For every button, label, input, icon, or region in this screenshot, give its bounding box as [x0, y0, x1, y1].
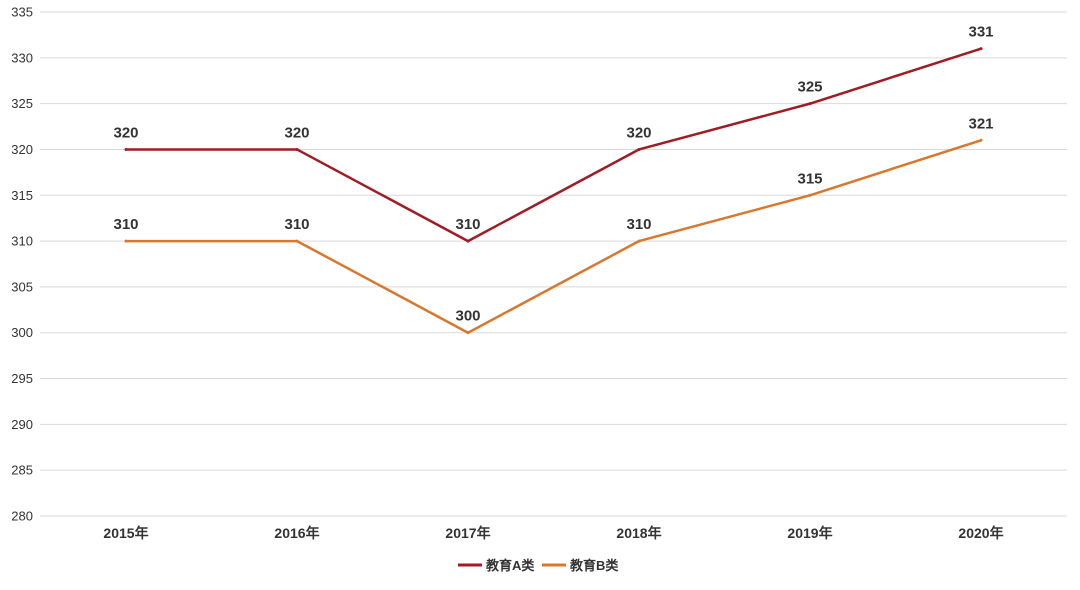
data-label: 315: [797, 170, 822, 187]
series-line-1: [126, 47, 982, 243]
data-label: 320: [113, 124, 138, 141]
data-label: 331: [968, 24, 993, 41]
data-point: [295, 239, 299, 243]
data-label: 310: [455, 216, 480, 233]
y-tick-label: 310: [11, 234, 33, 249]
y-tick-label: 330: [11, 50, 33, 65]
data-label: 321: [968, 115, 993, 132]
y-tick-label: 335: [11, 5, 33, 20]
y-tick-label: 295: [11, 371, 33, 386]
legend-item-1[interactable]: 教育A类: [458, 558, 535, 573]
data-point: [124, 239, 128, 243]
y-tick-label: 290: [11, 417, 33, 432]
y-axis: 280 285 290 295 300 305 310 315 320 325 330 335: [11, 5, 33, 524]
x-tick-label: 2018年: [616, 525, 661, 541]
y-tick-label: 280: [11, 509, 33, 524]
series-lines: [124, 47, 983, 335]
legend-item-2[interactable]: 教育B类: [542, 558, 619, 573]
x-tick-label: 2017年: [445, 525, 490, 541]
x-tick-label: 2016年: [274, 525, 319, 541]
y-tick-label: 320: [11, 142, 33, 157]
y-tick-label: 300: [11, 325, 33, 340]
data-label: 310: [626, 216, 651, 233]
y-tick-label: 285: [11, 463, 33, 478]
x-axis: 2015年 2016年 2017年 2018年 2019年 2020年: [103, 525, 1003, 541]
y-tick-label: 315: [11, 188, 33, 203]
data-point: [466, 331, 470, 335]
gridlines: [40, 11, 1067, 517]
data-label: 320: [284, 124, 309, 141]
data-point: [808, 193, 812, 197]
y-tick-label: 325: [11, 96, 33, 111]
data-point: [979, 138, 983, 142]
x-tick-label: 2019年: [787, 525, 832, 541]
data-point: [808, 102, 812, 106]
data-point: [466, 239, 470, 243]
x-tick-label: 2015年: [103, 525, 148, 541]
data-label: 310: [284, 216, 309, 233]
data-point: [295, 147, 299, 151]
legend-label: 教育B类: [569, 558, 619, 573]
data-point: [124, 147, 128, 151]
y-tick-label: 305: [11, 279, 33, 294]
data-point: [979, 47, 983, 51]
data-point: [637, 239, 641, 243]
data-label: 320: [626, 124, 651, 141]
data-label: 300: [455, 308, 480, 325]
data-label: 310: [113, 216, 138, 233]
series-line-2: [126, 139, 982, 334]
data-label: 325: [797, 79, 822, 96]
data-labels: 320 320 310 320 325 331 310 310 300 310 315 321: [113, 24, 993, 325]
legend[interactable]: 教育A类 教育B类: [458, 558, 619, 573]
legend-label: 教育A类: [485, 558, 535, 573]
x-tick-label: 2020年: [958, 525, 1003, 541]
data-point: [637, 147, 641, 151]
